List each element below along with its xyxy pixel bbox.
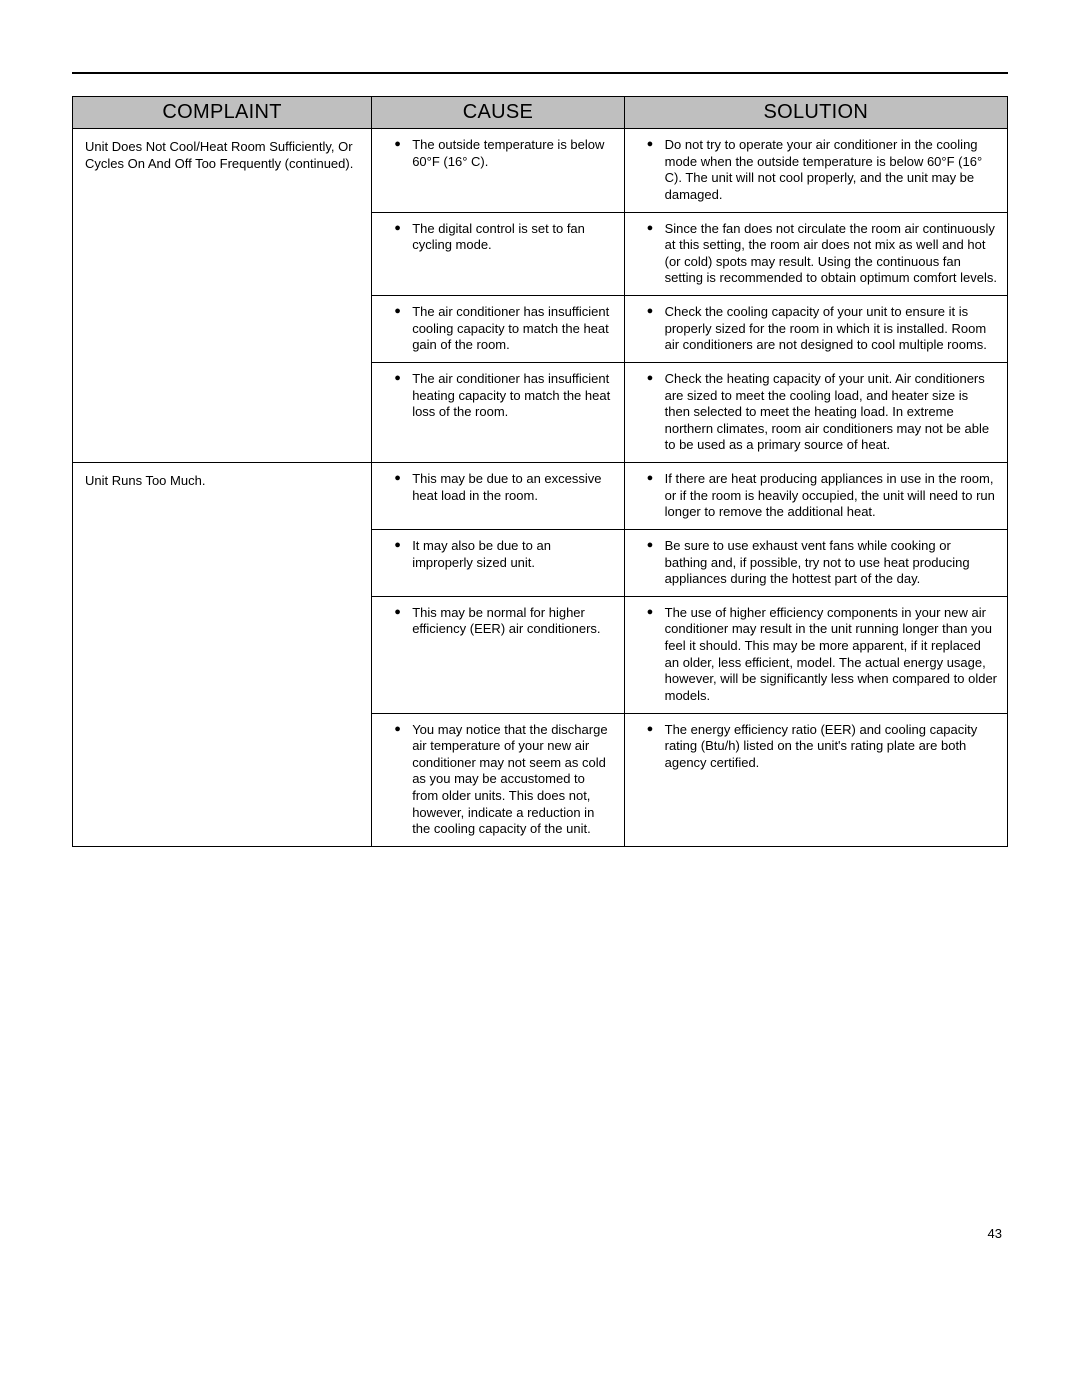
- cause-cell: ● You may notice that the discharge air …: [372, 713, 624, 846]
- bullet-icon: ●: [394, 221, 412, 254]
- bullet-icon: ●: [647, 137, 665, 204]
- solution-cell: ● The use of higher efficiency component…: [624, 596, 1007, 713]
- solution-cell: ● If there are heat producing appliances…: [624, 463, 1007, 530]
- bullet-icon: ●: [647, 605, 665, 705]
- cause-text: The air conditioner has insufficient hea…: [412, 371, 613, 421]
- bullet-icon: ●: [394, 304, 412, 354]
- cause-cell: ● It may also be due to an improperly si…: [372, 529, 624, 596]
- header-complaint: COMPLAINT: [73, 97, 372, 129]
- cause-text: This may be due to an excessive heat loa…: [412, 471, 613, 504]
- solution-text: Be sure to use exhaust vent fans while c…: [665, 538, 997, 588]
- bullet-icon: ●: [647, 304, 665, 354]
- cause-cell: ● The outside temperature is below 60°F …: [372, 129, 624, 213]
- bullet-icon: ●: [394, 371, 412, 421]
- bullet-icon: ●: [394, 722, 412, 838]
- solution-cell: ● Since the fan does not circulate the r…: [624, 212, 1007, 296]
- solution-cell: ● Check the heating capacity of your uni…: [624, 362, 1007, 462]
- table-header-row: COMPLAINT CAUSE SOLUTION: [73, 97, 1008, 129]
- solution-cell: ● Be sure to use exhaust vent fans while…: [624, 529, 1007, 596]
- cause-text: It may also be due to an improperly size…: [412, 538, 613, 571]
- cause-cell: ● The air conditioner has insufficient c…: [372, 296, 624, 363]
- cause-cell: ● The air conditioner has insufficient h…: [372, 362, 624, 462]
- header-cause: CAUSE: [372, 97, 624, 129]
- cause-text: The air conditioner has insufficient coo…: [412, 304, 613, 354]
- bullet-icon: ●: [394, 538, 412, 571]
- bullet-icon: ●: [647, 471, 665, 521]
- page-number: 43: [988, 1226, 1002, 1241]
- bullet-icon: ●: [647, 538, 665, 588]
- cause-cell: ● The digital control is set to fan cycl…: [372, 212, 624, 296]
- cause-cell: ● This may be normal for higher efficien…: [372, 596, 624, 713]
- solution-text: If there are heat producing appliances i…: [665, 471, 997, 521]
- cause-text: You may notice that the discharge air te…: [412, 722, 613, 838]
- bullet-icon: ●: [394, 471, 412, 504]
- bullet-icon: ●: [394, 137, 412, 170]
- solution-text: Do not try to operate your air condition…: [665, 137, 997, 204]
- solution-cell: ● The energy efficiency ratio (EER) and …: [624, 713, 1007, 846]
- solution-text: Check the heating capacity of your unit.…: [665, 371, 997, 454]
- bullet-icon: ●: [647, 371, 665, 454]
- solution-cell: ● Check the cooling capacity of your uni…: [624, 296, 1007, 363]
- cause-text: The digital control is set to fan cyclin…: [412, 221, 613, 254]
- table-row: Unit Runs Too Much. ● This may be due to…: [73, 463, 1008, 530]
- solution-cell: ● Do not try to operate your air conditi…: [624, 129, 1007, 213]
- solution-text: Since the fan does not circulate the roo…: [665, 221, 997, 288]
- header-solution: SOLUTION: [624, 97, 1007, 129]
- bullet-icon: ●: [647, 221, 665, 288]
- top-horizontal-rule: [72, 72, 1008, 74]
- table-row: Unit Does Not Cool/Heat Room Sufficientl…: [73, 129, 1008, 213]
- troubleshooting-table: COMPLAINT CAUSE SOLUTION Unit Does Not C…: [72, 96, 1008, 847]
- solution-text: The energy efficiency ratio (EER) and co…: [665, 722, 997, 772]
- cause-text: This may be normal for higher efficiency…: [412, 605, 613, 638]
- complaint-cell: Unit Runs Too Much.: [73, 463, 372, 847]
- bullet-icon: ●: [647, 722, 665, 772]
- bullet-icon: ●: [394, 605, 412, 638]
- cause-text: The outside temperature is below 60°F (1…: [412, 137, 613, 170]
- cause-cell: ● This may be due to an excessive heat l…: [372, 463, 624, 530]
- solution-text: Check the cooling capacity of your unit …: [665, 304, 997, 354]
- solution-text: The use of higher efficiency components …: [665, 605, 997, 705]
- complaint-cell: Unit Does Not Cool/Heat Room Sufficientl…: [73, 129, 372, 463]
- complaint-label: Unit Runs Too Much.: [85, 473, 359, 490]
- complaint-label: Unit Does Not Cool/Heat Room Sufficientl…: [85, 139, 359, 172]
